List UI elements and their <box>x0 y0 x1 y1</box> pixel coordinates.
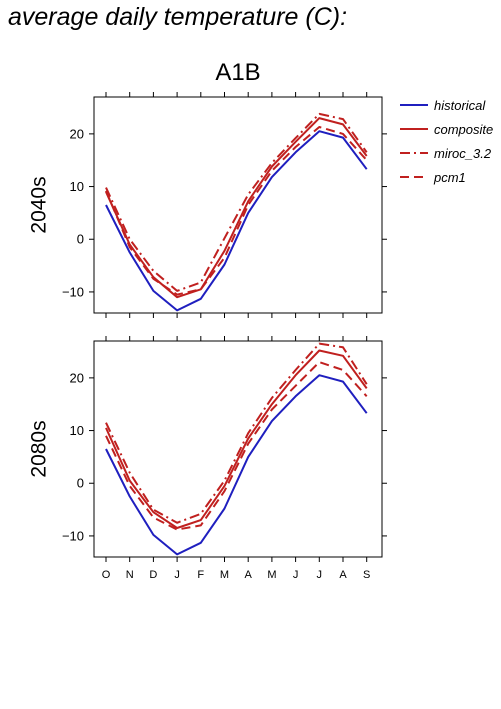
series-line-composite <box>105 349 368 529</box>
plot-frame <box>93 96 383 314</box>
y-tick-label: 0 <box>77 476 84 491</box>
x-tick-label: N <box>126 569 134 581</box>
series-line-pcm1 <box>105 361 368 531</box>
x-tick-label: J <box>317 569 323 581</box>
legend-label: miroc_3.2 <box>434 146 492 161</box>
series-line-miroc-3-2 <box>105 112 368 292</box>
x-tick-label: D <box>149 569 157 581</box>
x-tick-label: J <box>174 569 180 581</box>
x-tick-label: M <box>220 569 229 581</box>
x-tick-label: M <box>267 569 276 581</box>
y-tick-label: 10 <box>70 179 84 194</box>
legend-label: historical <box>434 98 486 113</box>
series-line-historical <box>105 130 368 312</box>
plot-frame <box>93 340 383 558</box>
series-line-historical <box>105 374 368 556</box>
x-tick-label: F <box>197 569 204 581</box>
scenario-title: A1B <box>215 59 260 86</box>
y-tick-label: 20 <box>70 370 84 385</box>
x-tick-label: A <box>339 569 347 581</box>
page-title: average daily temperature (C): <box>8 3 348 31</box>
series-line-miroc-3-2 <box>105 342 368 524</box>
legend: historical composite miroc_3.2 pcm1 <box>400 98 493 185</box>
legend-label: pcm1 <box>433 170 466 185</box>
y-tick-label: 10 <box>70 423 84 438</box>
series-line-pcm1 <box>105 126 368 296</box>
panel-label: 2080s <box>28 420 51 477</box>
y-tick-label: 0 <box>77 232 84 247</box>
panel-2040s: −10 0 10 20 2040s <box>28 92 387 318</box>
x-tick-label: A <box>245 569 253 581</box>
legend-label: composite <box>434 122 493 137</box>
x-tick-label: S <box>363 569 370 581</box>
x-tick-label: O <box>102 569 111 581</box>
y-tick-label: 20 <box>70 126 84 141</box>
y-tick-label: −10 <box>62 284 84 299</box>
panel-2080s: −10 0 10 20 2080s <box>28 336 387 562</box>
series-line-composite <box>105 117 368 299</box>
panel-label: 2040s <box>28 176 51 233</box>
y-tick-label: −10 <box>62 528 84 543</box>
x-tick-label: J <box>293 569 299 581</box>
